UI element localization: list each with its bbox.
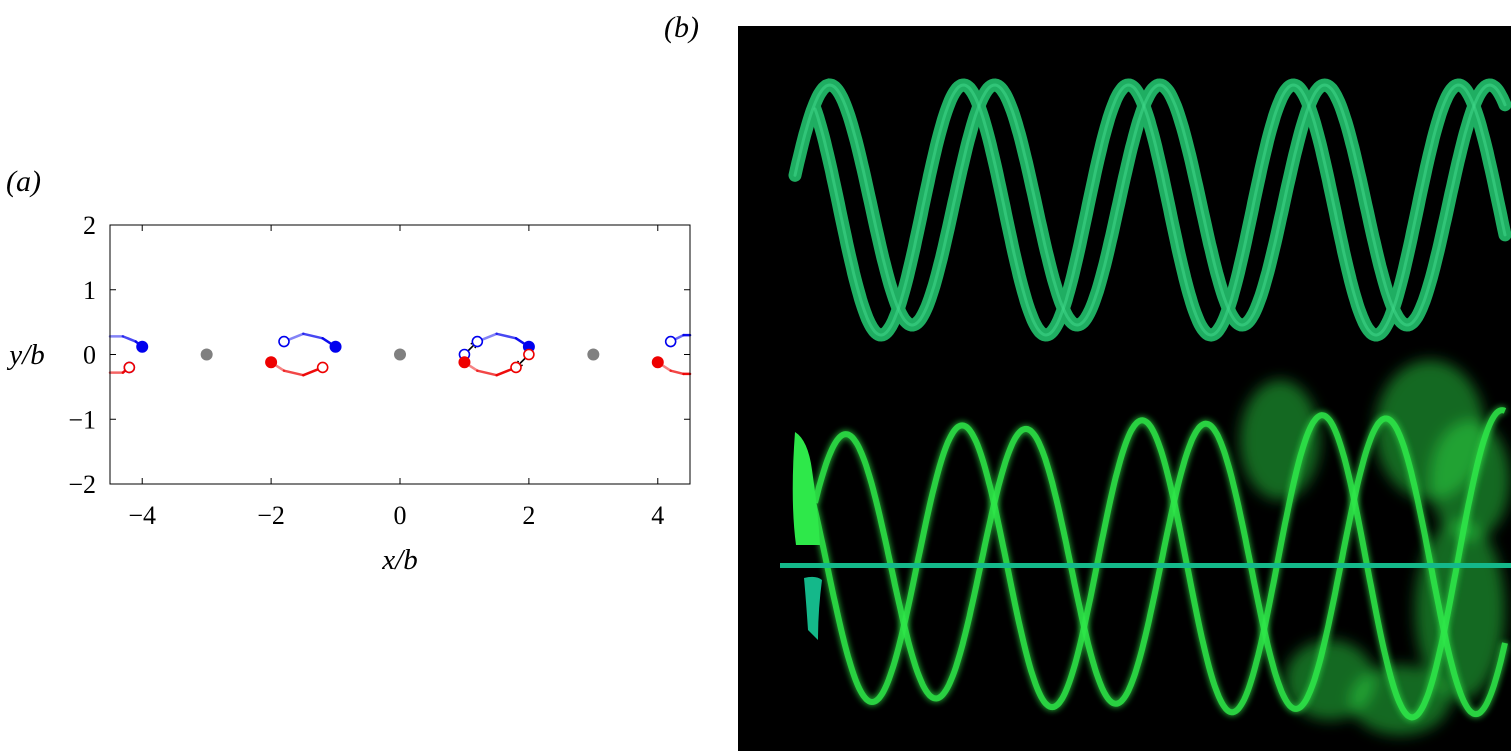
- x-tick-label: −2: [257, 501, 285, 530]
- vortex-marker-filled: [458, 356, 471, 369]
- x-tick-label: 0: [394, 501, 407, 530]
- vortex-trail-segment: [476, 369, 498, 377]
- x-axis-label: x/b: [381, 544, 417, 576]
- vortex-marker-filled: [651, 356, 664, 369]
- dye-filament-1: [797, 407, 1507, 721]
- vortex-marker-filled: [587, 348, 600, 361]
- dye-filament-2: [812, 415, 1508, 718]
- vortex-trail-segment: [495, 332, 518, 340]
- vortex-marker-open: [523, 348, 535, 361]
- x-tick-label: −4: [128, 501, 156, 530]
- y-tick-label: −2: [68, 470, 96, 499]
- vortex-trail-segment: [669, 369, 685, 376]
- vortex-trail-segment: [302, 332, 324, 340]
- vortex-marker-filled: [329, 340, 342, 353]
- x-tick-labels: −4 −2 0 2 4: [128, 501, 664, 530]
- vortex-marker-open: [510, 361, 522, 374]
- x-tick-label: 4: [651, 501, 664, 530]
- vortex-points: [123, 335, 677, 374]
- panel-b-label: (b): [664, 11, 699, 44]
- helix-tube-1-highlight: [793, 83, 1507, 327]
- rotor-blade-lower: [804, 576, 822, 640]
- vortex-marker-open: [278, 335, 290, 348]
- panel-a-label: (a): [6, 165, 41, 198]
- vortex-marker-filled: [394, 348, 406, 361]
- vortex-marker-filled: [200, 348, 213, 361]
- vortex-trail-segment: [282, 369, 305, 377]
- y-tick-label: 0: [83, 341, 96, 370]
- rotor-blade-upper: [792, 432, 820, 545]
- y-tick-labels: −2 −1 0 1 2: [68, 211, 96, 499]
- vortex-marker-filled: [265, 356, 278, 369]
- dye-cloud: [1240, 380, 1320, 500]
- vortex-marker-open: [123, 361, 136, 374]
- panel-a: (a) −4 −2 0 2 4 −2 −1 0 1 2 x/b y/b: [6, 165, 692, 576]
- vortex-marker-filled: [136, 340, 149, 353]
- helix-tube-2-highlight: [813, 83, 1507, 337]
- y-tick-label: 1: [83, 276, 96, 305]
- y-axis-label: y/b: [6, 339, 44, 371]
- vortex-marker-open: [316, 361, 329, 374]
- vortex-trail-segment: [121, 335, 138, 343]
- y-tick-label: −1: [68, 405, 96, 434]
- axis-ticks: [110, 224, 690, 485]
- helical-vortex-rendering: [788, 78, 1511, 342]
- vortex-marker-open: [664, 335, 677, 348]
- rotor-shaft: [780, 563, 1511, 568]
- y-tick-label: 2: [83, 211, 96, 240]
- panel-b: (b): [664, 11, 1511, 751]
- dye-visualization-photo: [780, 360, 1511, 735]
- vortex-marker-open: [471, 335, 484, 348]
- x-tick-label: 2: [522, 501, 535, 530]
- dye-cloud: [1430, 420, 1510, 540]
